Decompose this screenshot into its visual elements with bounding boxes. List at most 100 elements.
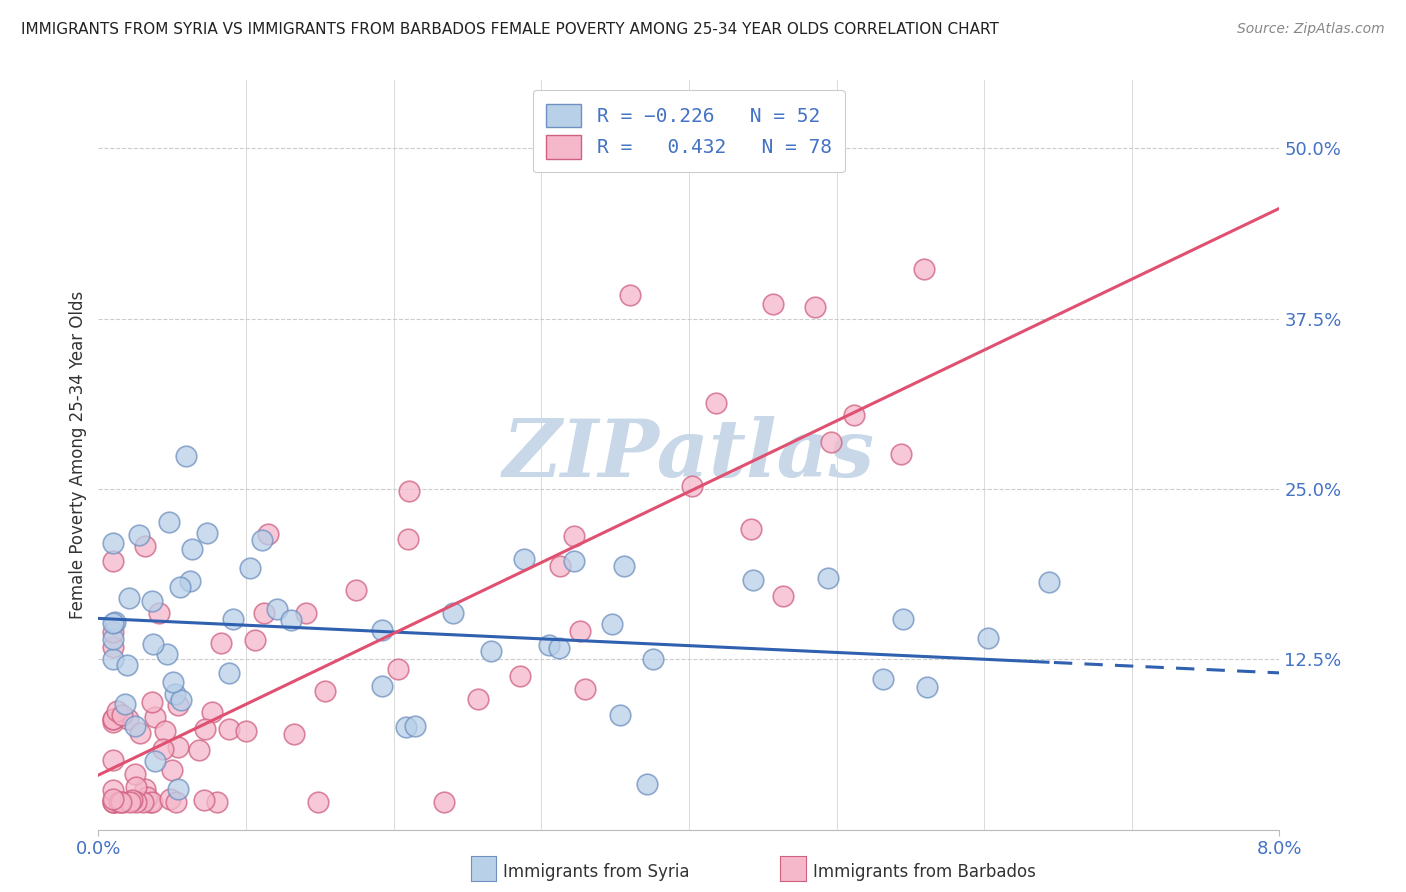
Text: IMMIGRANTS FROM SYRIA VS IMMIGRANTS FROM BARBADOS FEMALE POVERTY AMONG 25-34 YEA: IMMIGRANTS FROM SYRIA VS IMMIGRANTS FROM… <box>21 22 1000 37</box>
Point <box>188 743 211 757</box>
Point <box>167 781 190 796</box>
Point <box>266 602 288 616</box>
Point <box>609 707 631 722</box>
Text: ZIPatlas: ZIPatlas <box>503 417 875 493</box>
Point <box>441 606 464 620</box>
Point <box>977 632 1000 646</box>
Point <box>128 527 150 541</box>
Point <box>124 719 146 733</box>
Point <box>103 782 125 797</box>
Point <box>1343 114 1365 128</box>
Point <box>141 593 163 607</box>
Point <box>433 795 456 809</box>
Point <box>513 552 536 566</box>
Point <box>370 679 392 693</box>
Point <box>619 288 641 302</box>
Point <box>115 658 138 673</box>
Point <box>613 559 636 574</box>
Point <box>143 754 166 768</box>
Point <box>103 632 125 647</box>
Point <box>141 795 163 809</box>
Point <box>704 396 727 410</box>
Point <box>804 300 827 314</box>
Point <box>467 692 489 706</box>
Point <box>103 615 125 630</box>
Point <box>562 554 585 568</box>
Point <box>103 714 125 729</box>
Point <box>820 434 842 449</box>
Point <box>143 710 166 724</box>
Point <box>125 795 148 809</box>
Point <box>148 606 170 620</box>
Point <box>218 723 240 737</box>
Point <box>252 533 274 548</box>
Point <box>395 720 418 734</box>
Point <box>404 719 426 733</box>
Point <box>479 644 502 658</box>
Y-axis label: Female Poverty Among 25-34 Year Olds: Female Poverty Among 25-34 Year Olds <box>69 291 87 619</box>
Point <box>872 672 894 686</box>
Point <box>912 262 935 277</box>
Point <box>174 450 197 464</box>
Point <box>398 484 420 499</box>
Point <box>103 651 125 665</box>
Point <box>222 612 245 626</box>
Point <box>107 795 129 809</box>
Point <box>772 590 794 604</box>
Point <box>574 681 596 696</box>
Point <box>235 724 257 739</box>
Point <box>371 624 394 638</box>
Legend: R = −0.226   N = 52, R =   0.432   N = 78: R = −0.226 N = 52, R = 0.432 N = 78 <box>533 90 845 172</box>
Point <box>509 669 531 683</box>
Point <box>124 767 146 781</box>
Point <box>201 706 224 720</box>
Point <box>915 680 938 694</box>
Point <box>114 698 136 712</box>
Point <box>844 409 866 423</box>
Point <box>103 795 125 809</box>
Point <box>152 742 174 756</box>
Point <box>243 632 266 647</box>
Point <box>891 612 914 626</box>
Text: Source: ZipAtlas.com: Source: ZipAtlas.com <box>1237 22 1385 37</box>
Point <box>641 652 664 666</box>
Point <box>159 515 181 529</box>
Point <box>167 739 190 754</box>
Point <box>110 795 132 809</box>
Point <box>568 624 591 639</box>
Point <box>103 795 125 809</box>
Point <box>103 795 125 809</box>
Point <box>121 793 143 807</box>
Point <box>105 704 128 718</box>
Point <box>193 793 215 807</box>
Point <box>132 795 155 809</box>
Point <box>103 712 125 726</box>
Point <box>103 553 125 567</box>
Point <box>104 615 127 629</box>
Point <box>762 297 785 311</box>
Point <box>742 573 765 587</box>
Point <box>207 795 229 809</box>
Point <box>562 529 585 543</box>
Point <box>165 687 187 701</box>
Point <box>103 712 125 726</box>
Point <box>547 641 569 656</box>
Point <box>396 532 419 546</box>
Point <box>160 763 183 777</box>
Point <box>181 541 204 556</box>
Point <box>890 447 912 461</box>
Point <box>257 527 280 541</box>
Point <box>125 780 148 795</box>
Point <box>387 662 409 676</box>
Point <box>111 795 134 809</box>
Point <box>135 790 157 805</box>
Point <box>600 616 623 631</box>
Point <box>239 561 262 575</box>
Text: Immigrants from Barbados: Immigrants from Barbados <box>813 863 1036 881</box>
Point <box>138 795 160 809</box>
Point <box>179 574 201 588</box>
Point <box>117 712 139 726</box>
Point <box>103 536 125 550</box>
Point <box>195 526 218 541</box>
Point <box>141 694 163 708</box>
